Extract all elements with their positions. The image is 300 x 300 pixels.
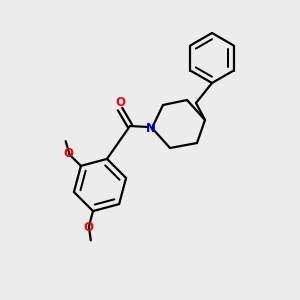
Text: O: O	[115, 95, 125, 109]
Text: N: N	[146, 122, 156, 134]
Text: O: O	[84, 221, 94, 234]
Text: O: O	[64, 147, 74, 160]
